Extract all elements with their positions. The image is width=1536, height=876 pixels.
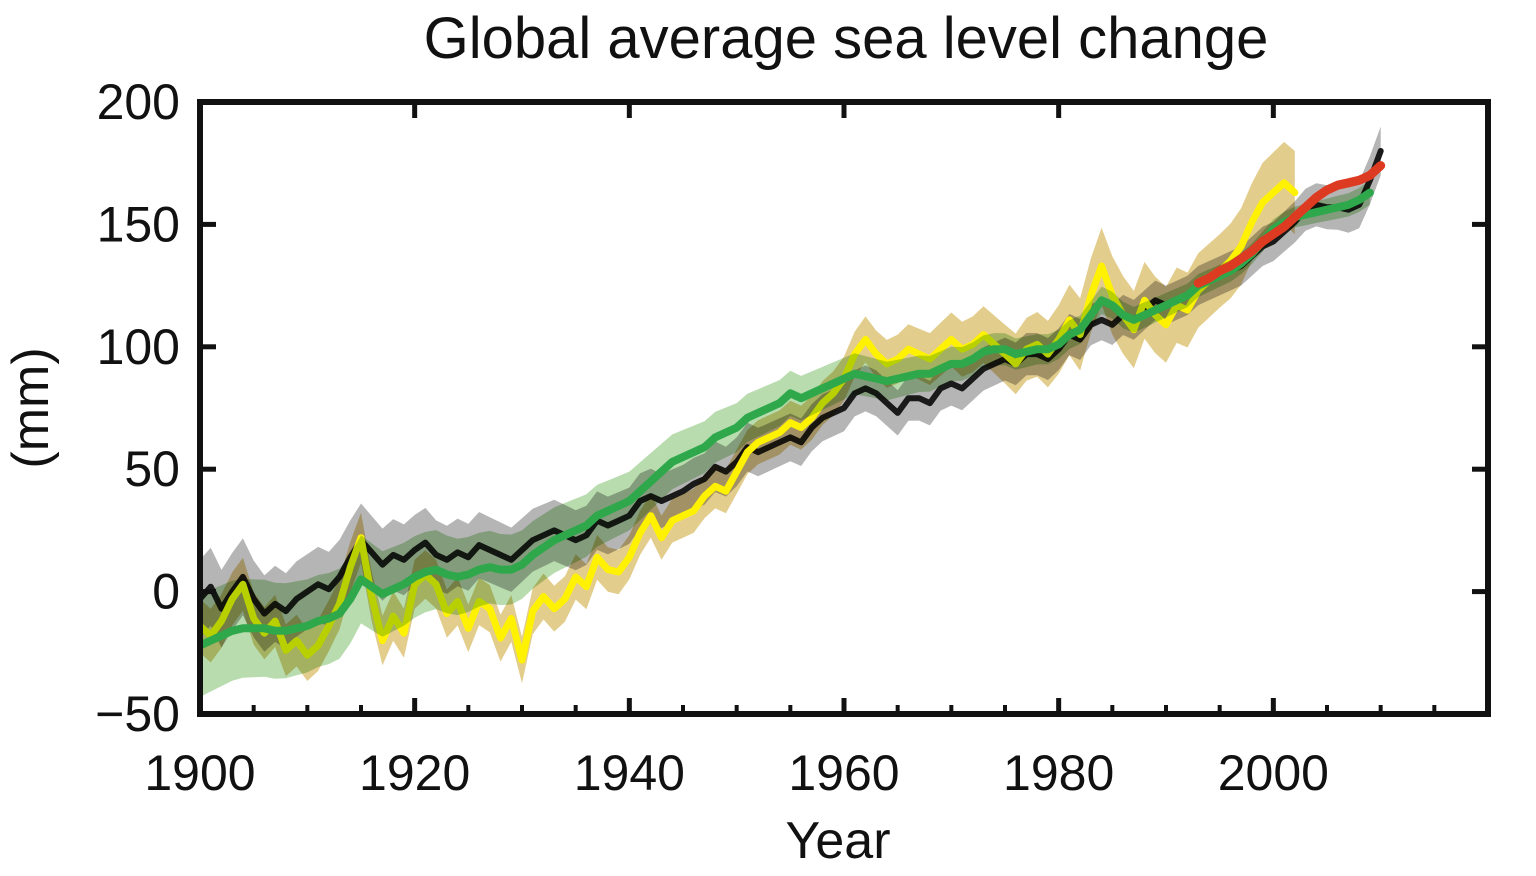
x-tick-label: 1900 xyxy=(144,745,255,801)
y-tick-label: 100 xyxy=(97,319,180,375)
satellite-altimetry-line xyxy=(1193,161,1386,288)
dataset-black-uncertainty-band xyxy=(200,126,1381,652)
plot-frame xyxy=(197,99,1491,717)
y-tick-label: 0 xyxy=(152,564,180,620)
y-axis-label: (mm) xyxy=(2,347,60,468)
axis-tick-labels: 1900 1920 1940 1960 1980 2000 −50 0 50 100 150 200 xyxy=(95,74,1329,801)
x-tick-label: 1960 xyxy=(788,745,899,801)
y-tick-label: 50 xyxy=(124,441,180,497)
x-tick-label: 1920 xyxy=(359,745,470,801)
series-layer xyxy=(200,126,1386,697)
x-tick-label: 2000 xyxy=(1218,745,1329,801)
x-axis-label: Year xyxy=(785,812,890,870)
dataset-green-line xyxy=(200,188,1374,650)
x-tick-label: 1980 xyxy=(1003,745,1114,801)
chart-title: Global average sea level change xyxy=(424,6,1269,71)
y-tick-label: 150 xyxy=(97,196,180,252)
x-tick-label: 1940 xyxy=(574,745,685,801)
y-tick-label: −50 xyxy=(95,686,180,742)
y-tick-label: 200 xyxy=(97,74,180,130)
